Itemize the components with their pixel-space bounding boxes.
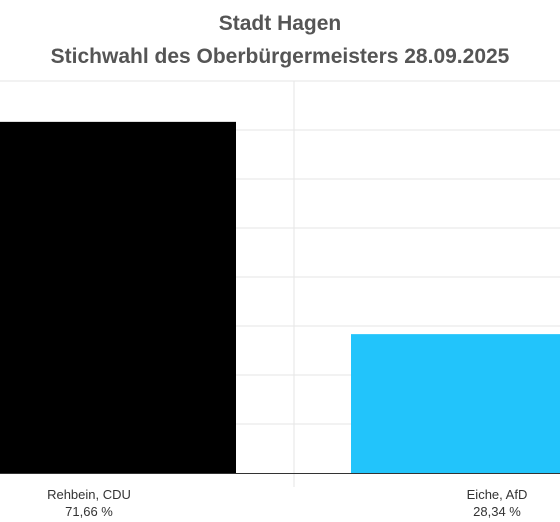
bars <box>0 121 560 473</box>
value-label: 71,66 % <box>65 504 113 519</box>
category-labels: Rehbein, CDU 71,66 % Eiche, AfD 28,34 % <box>47 487 527 519</box>
category-label: Eiche, AfD <box>467 487 528 502</box>
category-label: Rehbein, CDU <box>47 487 131 502</box>
chart-title: Stadt Hagen <box>218 12 342 35</box>
value-label: 28,34 % <box>473 504 521 519</box>
bar-0 <box>0 121 236 473</box>
bar-1 <box>351 334 560 473</box>
chart-subtitle: Stichwahl des Oberbürgermeisters 28.09.2… <box>50 45 510 68</box>
